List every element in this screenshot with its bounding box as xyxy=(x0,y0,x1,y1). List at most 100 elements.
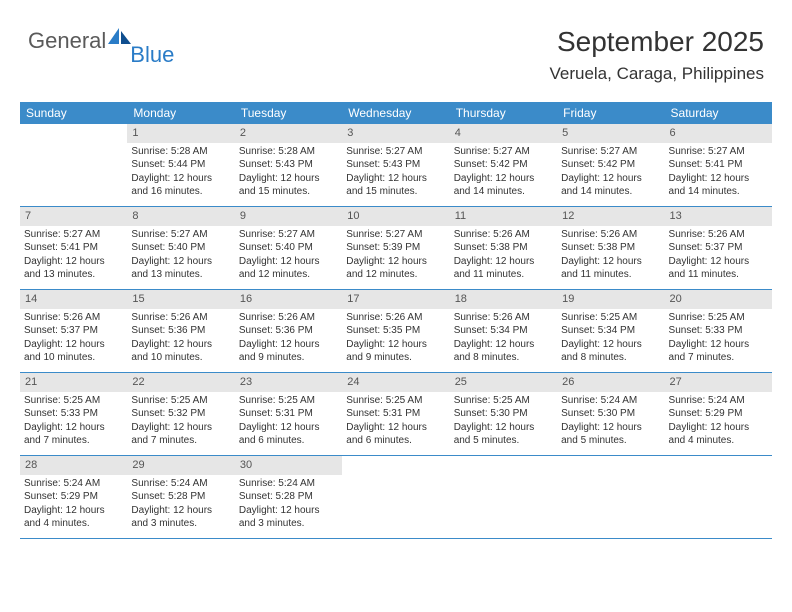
day-body: Sunrise: 5:26 AMSunset: 5:36 PMDaylight:… xyxy=(127,309,234,369)
day-number: 3 xyxy=(342,124,449,143)
sunrise-text: Sunrise: 5:27 AM xyxy=(669,145,768,159)
day-body: Sunrise: 5:26 AMSunset: 5:38 PMDaylight:… xyxy=(557,226,664,286)
daylight-text: Daylight: 12 hours and 10 minutes. xyxy=(24,338,123,365)
sunset-text: Sunset: 5:32 PM xyxy=(131,407,230,421)
day-number: 22 xyxy=(127,373,234,392)
sunrise-text: Sunrise: 5:27 AM xyxy=(346,228,445,242)
sunrise-text: Sunrise: 5:27 AM xyxy=(131,228,230,242)
day-cell: 12Sunrise: 5:26 AMSunset: 5:38 PMDayligh… xyxy=(557,207,664,289)
day-cell: 2Sunrise: 5:28 AMSunset: 5:43 PMDaylight… xyxy=(235,124,342,206)
week-row: 28Sunrise: 5:24 AMSunset: 5:29 PMDayligh… xyxy=(20,456,772,539)
sunrise-text: Sunrise: 5:26 AM xyxy=(239,311,338,325)
day-cell: 29Sunrise: 5:24 AMSunset: 5:28 PMDayligh… xyxy=(127,456,234,538)
day-body: Sunrise: 5:27 AMSunset: 5:42 PMDaylight:… xyxy=(557,143,664,203)
sunrise-text: Sunrise: 5:25 AM xyxy=(346,394,445,408)
day-number: 30 xyxy=(235,456,342,475)
sunrise-text: Sunrise: 5:24 AM xyxy=(669,394,768,408)
day-number: 4 xyxy=(450,124,557,143)
sunset-text: Sunset: 5:34 PM xyxy=(454,324,553,338)
sunset-text: Sunset: 5:30 PM xyxy=(454,407,553,421)
day-cell: 15Sunrise: 5:26 AMSunset: 5:36 PMDayligh… xyxy=(127,290,234,372)
day-number: 18 xyxy=(450,290,557,309)
sunset-text: Sunset: 5:36 PM xyxy=(131,324,230,338)
sunset-text: Sunset: 5:28 PM xyxy=(239,490,338,504)
sunrise-text: Sunrise: 5:24 AM xyxy=(24,477,123,491)
day-cell: 20Sunrise: 5:25 AMSunset: 5:33 PMDayligh… xyxy=(665,290,772,372)
daylight-text: Daylight: 12 hours and 3 minutes. xyxy=(239,504,338,531)
day-cell: 11Sunrise: 5:26 AMSunset: 5:38 PMDayligh… xyxy=(450,207,557,289)
sunrise-text: Sunrise: 5:28 AM xyxy=(131,145,230,159)
daylight-text: Daylight: 12 hours and 7 minutes. xyxy=(24,421,123,448)
week-row: 21Sunrise: 5:25 AMSunset: 5:33 PMDayligh… xyxy=(20,373,772,456)
daylight-text: Daylight: 12 hours and 14 minutes. xyxy=(561,172,660,199)
day-body: Sunrise: 5:26 AMSunset: 5:36 PMDaylight:… xyxy=(235,309,342,369)
day-cell: 9Sunrise: 5:27 AMSunset: 5:40 PMDaylight… xyxy=(235,207,342,289)
sunrise-text: Sunrise: 5:27 AM xyxy=(346,145,445,159)
day-number: 9 xyxy=(235,207,342,226)
sunrise-text: Sunrise: 5:24 AM xyxy=(131,477,230,491)
daylight-text: Daylight: 12 hours and 6 minutes. xyxy=(239,421,338,448)
daylight-text: Daylight: 12 hours and 14 minutes. xyxy=(669,172,768,199)
day-body: Sunrise: 5:24 AMSunset: 5:30 PMDaylight:… xyxy=(557,392,664,452)
day-cell: 13Sunrise: 5:26 AMSunset: 5:37 PMDayligh… xyxy=(665,207,772,289)
sunset-text: Sunset: 5:41 PM xyxy=(24,241,123,255)
day-body: Sunrise: 5:27 AMSunset: 5:41 PMDaylight:… xyxy=(20,226,127,286)
day-cell xyxy=(557,456,664,538)
sunset-text: Sunset: 5:43 PM xyxy=(239,158,338,172)
day-cell: 21Sunrise: 5:25 AMSunset: 5:33 PMDayligh… xyxy=(20,373,127,455)
day-cell: 25Sunrise: 5:25 AMSunset: 5:30 PMDayligh… xyxy=(450,373,557,455)
day-body: Sunrise: 5:27 AMSunset: 5:39 PMDaylight:… xyxy=(342,226,449,286)
week-row: 7Sunrise: 5:27 AMSunset: 5:41 PMDaylight… xyxy=(20,207,772,290)
daylight-text: Daylight: 12 hours and 13 minutes. xyxy=(24,255,123,282)
day-number: 23 xyxy=(235,373,342,392)
sunset-text: Sunset: 5:34 PM xyxy=(561,324,660,338)
day-number: 16 xyxy=(235,290,342,309)
sunset-text: Sunset: 5:44 PM xyxy=(131,158,230,172)
day-cell: 4Sunrise: 5:27 AMSunset: 5:42 PMDaylight… xyxy=(450,124,557,206)
sunset-text: Sunset: 5:39 PM xyxy=(346,241,445,255)
day-cell: 30Sunrise: 5:24 AMSunset: 5:28 PMDayligh… xyxy=(235,456,342,538)
logo-text-general: General xyxy=(28,28,106,54)
sunset-text: Sunset: 5:30 PM xyxy=(561,407,660,421)
weekday-tuesday: Tuesday xyxy=(235,106,342,120)
sunset-text: Sunset: 5:29 PM xyxy=(669,407,768,421)
day-cell: 17Sunrise: 5:26 AMSunset: 5:35 PMDayligh… xyxy=(342,290,449,372)
sunrise-text: Sunrise: 5:26 AM xyxy=(669,228,768,242)
day-body: Sunrise: 5:24 AMSunset: 5:28 PMDaylight:… xyxy=(235,475,342,535)
day-number: 21 xyxy=(20,373,127,392)
daylight-text: Daylight: 12 hours and 12 minutes. xyxy=(239,255,338,282)
location-label: Veruela, Caraga, Philippines xyxy=(549,64,764,84)
weekday-wednesday: Wednesday xyxy=(342,106,449,120)
day-number: 11 xyxy=(450,207,557,226)
day-number: 8 xyxy=(127,207,234,226)
daylight-text: Daylight: 12 hours and 4 minutes. xyxy=(669,421,768,448)
daylight-text: Daylight: 12 hours and 15 minutes. xyxy=(346,172,445,199)
day-cell: 14Sunrise: 5:26 AMSunset: 5:37 PMDayligh… xyxy=(20,290,127,372)
sunrise-text: Sunrise: 5:24 AM xyxy=(561,394,660,408)
daylight-text: Daylight: 12 hours and 7 minutes. xyxy=(669,338,768,365)
day-body: Sunrise: 5:24 AMSunset: 5:28 PMDaylight:… xyxy=(127,475,234,535)
daylight-text: Daylight: 12 hours and 3 minutes. xyxy=(131,504,230,531)
day-number: 28 xyxy=(20,456,127,475)
sunset-text: Sunset: 5:31 PM xyxy=(346,407,445,421)
weekday-friday: Friday xyxy=(557,106,664,120)
day-cell: 22Sunrise: 5:25 AMSunset: 5:32 PMDayligh… xyxy=(127,373,234,455)
sunrise-text: Sunrise: 5:26 AM xyxy=(454,228,553,242)
day-body: Sunrise: 5:25 AMSunset: 5:30 PMDaylight:… xyxy=(450,392,557,452)
logo-text-blue: Blue xyxy=(130,42,174,68)
weekday-thursday: Thursday xyxy=(450,106,557,120)
daylight-text: Daylight: 12 hours and 7 minutes. xyxy=(131,421,230,448)
day-number: 10 xyxy=(342,207,449,226)
day-body: Sunrise: 5:27 AMSunset: 5:41 PMDaylight:… xyxy=(665,143,772,203)
sunrise-text: Sunrise: 5:27 AM xyxy=(454,145,553,159)
day-number: 15 xyxy=(127,290,234,309)
day-number: 2 xyxy=(235,124,342,143)
weekday-header-row: SundayMondayTuesdayWednesdayThursdayFrid… xyxy=(20,102,772,124)
daylight-text: Daylight: 12 hours and 16 minutes. xyxy=(131,172,230,199)
day-body: Sunrise: 5:26 AMSunset: 5:35 PMDaylight:… xyxy=(342,309,449,369)
sunrise-text: Sunrise: 5:25 AM xyxy=(454,394,553,408)
day-cell xyxy=(450,456,557,538)
week-row: 1Sunrise: 5:28 AMSunset: 5:44 PMDaylight… xyxy=(20,124,772,207)
day-cell: 19Sunrise: 5:25 AMSunset: 5:34 PMDayligh… xyxy=(557,290,664,372)
day-number: 6 xyxy=(665,124,772,143)
